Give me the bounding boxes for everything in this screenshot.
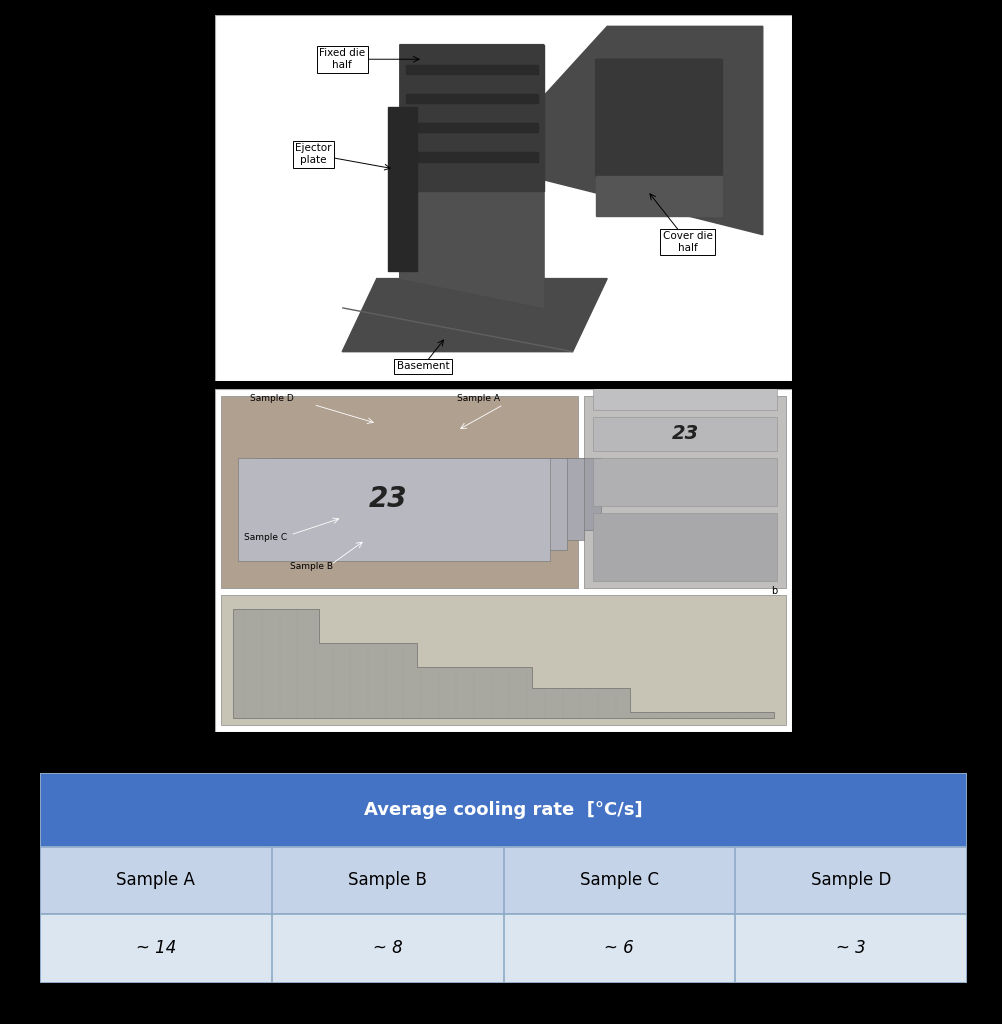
- Polygon shape: [400, 45, 544, 308]
- Polygon shape: [406, 123, 538, 132]
- Text: ~ 14: ~ 14: [135, 939, 176, 957]
- Text: b: b: [771, 587, 778, 596]
- Text: Sample A: Sample A: [457, 394, 500, 403]
- Polygon shape: [232, 608, 775, 719]
- FancyBboxPatch shape: [256, 458, 567, 550]
- Text: Sample A: Sample A: [116, 871, 195, 889]
- Polygon shape: [406, 153, 538, 162]
- Text: Average cooling rate  [°C/s]: Average cooling rate [°C/s]: [364, 801, 643, 819]
- Bar: [40, 847, 967, 913]
- Text: Sample C: Sample C: [244, 534, 288, 542]
- Bar: [221, 595, 786, 725]
- Bar: [593, 458, 778, 506]
- Polygon shape: [342, 308, 572, 351]
- Bar: [593, 386, 778, 410]
- Text: ~ 8: ~ 8: [373, 939, 403, 957]
- Text: Sample D: Sample D: [811, 871, 891, 889]
- Text: ~ 6: ~ 6: [604, 939, 634, 957]
- Text: Sample D: Sample D: [249, 394, 294, 403]
- Polygon shape: [595, 176, 722, 216]
- Bar: [40, 773, 967, 847]
- Polygon shape: [544, 27, 763, 234]
- Bar: [584, 396, 786, 588]
- Text: Ejector
plate: Ejector plate: [296, 143, 332, 165]
- Bar: [221, 396, 578, 588]
- Polygon shape: [406, 65, 538, 74]
- Polygon shape: [342, 279, 607, 351]
- Text: Fixed die
half: Fixed die half: [319, 48, 366, 70]
- Bar: [593, 513, 778, 582]
- Polygon shape: [406, 94, 538, 103]
- FancyBboxPatch shape: [291, 458, 601, 529]
- Text: Sample C: Sample C: [580, 871, 659, 889]
- Polygon shape: [595, 59, 722, 216]
- Text: 23: 23: [369, 485, 408, 513]
- FancyBboxPatch shape: [273, 458, 584, 540]
- Text: ~ 3: ~ 3: [837, 939, 866, 957]
- FancyBboxPatch shape: [238, 458, 549, 561]
- Text: Cover die
half: Cover die half: [663, 231, 712, 253]
- Polygon shape: [400, 45, 544, 190]
- Text: Sample B: Sample B: [291, 562, 334, 571]
- Text: Basement: Basement: [397, 361, 449, 372]
- Bar: [40, 913, 967, 983]
- Text: 23: 23: [671, 424, 698, 443]
- Polygon shape: [400, 190, 544, 308]
- Polygon shape: [388, 106, 417, 271]
- Bar: [593, 417, 778, 451]
- Text: Sample B: Sample B: [349, 871, 427, 889]
